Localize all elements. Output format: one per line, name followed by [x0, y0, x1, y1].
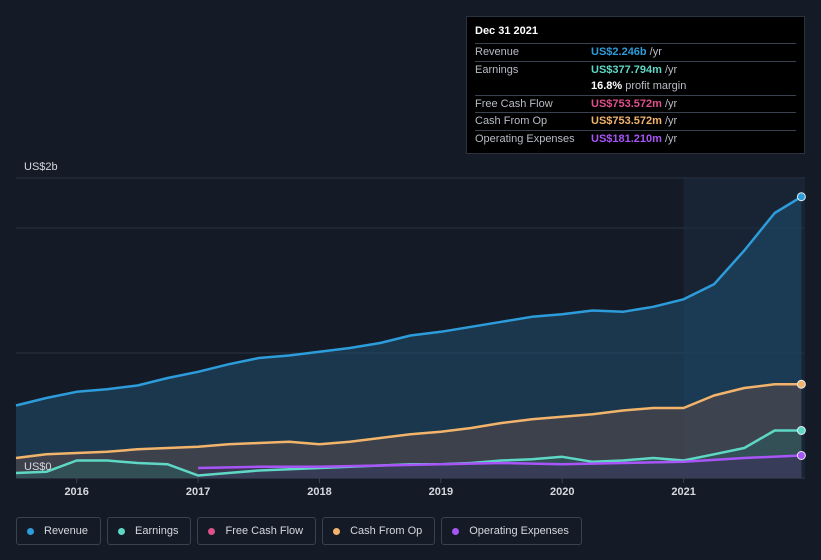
legend-dot-icon	[118, 527, 126, 535]
tooltip-row-value: US$753.572m	[591, 97, 662, 110]
legend-dot-icon	[333, 527, 341, 535]
tooltip-row-unit: /yr	[664, 97, 678, 110]
x-axis-ticks: 2016 2017 2018 2019 2020 2021	[64, 478, 696, 498]
cash-from-op-end-dot	[796, 379, 806, 389]
chart-endpoint-dots	[796, 192, 806, 460]
tooltip-date: Dec 31 2021	[475, 25, 538, 37]
cash-from-op-area	[16, 384, 802, 478]
tooltip-row-value: 16.8%	[591, 80, 623, 93]
y-axis-top-label: US$2b	[24, 161, 58, 173]
x-tick-label-2020: 2020	[550, 486, 574, 498]
cash-from-op-line	[15, 383, 802, 460]
x-tick-label-2019: 2019	[429, 486, 453, 498]
operating-expenses-line	[198, 454, 802, 470]
tooltip-row: Cash From Op US$753.572m/yr	[475, 112, 796, 130]
chart-canvas: US$2b US$0 2016 2017 2018 2019 2020 2021	[15, 161, 806, 498]
x-tick-label-2017: 2017	[186, 486, 210, 498]
tooltip-row-unit: /yr	[664, 132, 678, 145]
tooltip-row-label: Cash From Op	[475, 115, 548, 128]
chart-lines	[15, 195, 803, 477]
tooltip-row-label: Revenue	[475, 46, 520, 59]
tooltip-row-label: Operating Expenses	[475, 132, 575, 145]
revenue-end-dot	[796, 192, 806, 202]
tooltip-row-unit: profit margin	[625, 80, 687, 93]
x-tick-label-2021: 2021	[671, 486, 695, 498]
earnings-end-dot	[796, 426, 806, 435]
tooltip-row-unit: /yr	[649, 46, 662, 59]
tooltip-row-value: US$181.210m	[591, 132, 662, 145]
legend-item-free-cash-flow[interactable]: Free Cash Flow	[197, 517, 317, 545]
tooltip-row: Revenue US$2.246b/yr	[475, 43, 796, 61]
chart-areas	[16, 196, 802, 479]
x-tick-label-2016: 2016	[64, 486, 88, 498]
tooltip-row: Operating Expenses US$181.210m/yr	[475, 129, 796, 148]
legend-dot-icon	[452, 527, 460, 535]
chart-legend: Revenue Earnings Free Cash Flow Cash From O…	[16, 517, 582, 545]
tooltip-row-value: US$753.572m	[591, 115, 662, 128]
legend-label: Revenue	[44, 525, 89, 537]
revenue-line	[15, 195, 803, 407]
tooltip-row: 16.8% profit margin	[475, 78, 796, 95]
legend-item-earnings[interactable]: Earnings	[107, 517, 192, 545]
tooltip-row-label: Free Cash Flow	[475, 97, 553, 110]
tooltip-row-value: US$2.246b	[591, 46, 647, 59]
y-axis-bottom-label: US$0	[24, 461, 52, 473]
legend-label: Cash From Op	[350, 525, 423, 537]
tooltip-rows: Revenue US$2.246b/yr Earnings US$377.794m/y…	[475, 43, 796, 147]
tooltip-row-unit: /yr	[664, 63, 678, 76]
data-tooltip: Dec 31 2021 Revenue US$2.246b/yr Earnings U…	[466, 16, 805, 154]
tooltip-row: Earnings US$377.794m/yr	[475, 60, 796, 79]
operating-expenses-end-dot	[796, 451, 806, 460]
tooltip-row-label: Earnings	[475, 63, 519, 76]
tooltip-row: Free Cash Flow US$753.572m/yr	[475, 94, 796, 113]
tooltip-row-value: US$377.794m	[591, 63, 662, 76]
legend-dot-icon	[27, 527, 34, 535]
x-tick-label-2018: 2018	[307, 486, 331, 498]
legend-label: Earnings	[135, 525, 179, 537]
legend-dot-icon	[208, 527, 216, 535]
revenue-area	[16, 196, 802, 479]
legend-item-operating-expenses[interactable]: Operating Expenses	[441, 517, 582, 545]
legend-label: Free Cash Flow	[225, 525, 304, 537]
tooltip-row-unit: /yr	[664, 115, 678, 128]
legend-item-revenue[interactable]: Revenue	[16, 517, 102, 545]
operating-expenses-area	[198, 455, 802, 478]
legend-label: Operating Expenses	[469, 525, 569, 537]
legend-item-cash-from-op[interactable]: Cash From Op	[322, 517, 436, 545]
